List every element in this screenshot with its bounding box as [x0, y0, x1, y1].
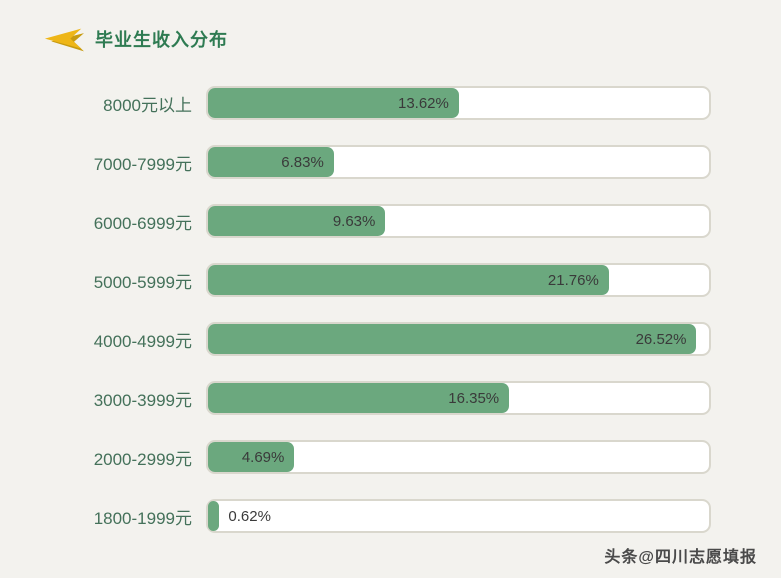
chart-row: 4000-4999元 26.52% [44, 322, 711, 356]
category-label: 3000-3999元 [93, 390, 192, 410]
value-label: 6.83% [281, 153, 324, 171]
category-label: 2000-2999元 [93, 449, 192, 469]
chart-row: 5000-5999元 21.76% [44, 263, 711, 297]
chart-title: 毕业生收入分布 [95, 30, 228, 50]
gold-flag-left-icon [44, 28, 84, 51]
category-label: 6000-6999元 [93, 213, 192, 233]
bar-track: 0.62% [206, 499, 711, 533]
bar: 21.76% [208, 265, 609, 295]
value-label: 9.63% [332, 212, 376, 230]
bar-track: 13.62% [206, 86, 711, 120]
bar-track: 9.63% [206, 204, 711, 238]
watermark: 头条@四川志愿填报 [604, 549, 757, 566]
chart-row: 2000-2999元 4.69% [44, 440, 711, 474]
bar-track: 16.35% [206, 381, 711, 415]
category-label: 1800-1999元 [93, 508, 192, 528]
value-label: 26.52% [635, 330, 687, 348]
value-label: 16.35% [448, 389, 500, 407]
bar: 9.63% [208, 206, 386, 236]
chart-row: 3000-3999元 16.35% [44, 381, 711, 415]
chart-row: 7000-7999元 6.83% [44, 145, 711, 179]
bar-track: 6.83% [206, 145, 711, 179]
bar: 4.69% [208, 442, 295, 472]
bar-track: 4.69% [206, 440, 711, 474]
chart-row: 1800-1999元 0.62% [44, 499, 711, 533]
category-label: 4000-4999元 [93, 331, 192, 351]
value-label: 4.69% [241, 448, 285, 466]
income-chart: 8000元以上 13.62% 7000-7999元 6.83% 6000-6999元 9.… [44, 86, 711, 533]
bar-track: 21.76% [206, 263, 711, 297]
value-label: 21.76% [547, 271, 599, 289]
category-label: 8000元以上 [103, 95, 192, 115]
bar: 16.35% [208, 383, 510, 413]
category-label: 7000-7999元 [93, 154, 192, 174]
category-label: 5000-5999元 [93, 272, 192, 292]
bar: 6.83% [208, 147, 334, 177]
bar-track: 26.52% [206, 322, 711, 356]
bar: 26.52% [208, 324, 697, 354]
bar: 13.62% [208, 88, 459, 118]
value-label: 0.62% [228, 507, 271, 525]
chart-row: 6000-6999元 9.63% [44, 204, 711, 238]
value-label: 13.62% [397, 94, 449, 112]
chart-header: 毕业生收入分布 [44, 26, 228, 52]
chart-row: 8000元以上 13.62% [44, 86, 711, 120]
bar [208, 501, 220, 531]
